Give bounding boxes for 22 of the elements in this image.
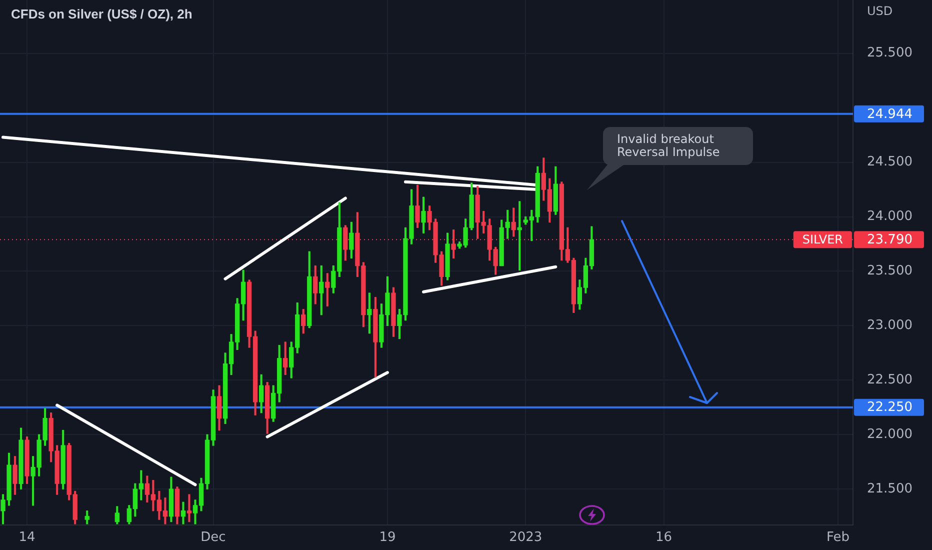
annotation: SILVER: [802, 232, 843, 246]
y-axis-title: USD: [867, 4, 893, 18]
y-tick-label: 23.000: [867, 318, 912, 334]
y-tick-label: 23.500: [867, 264, 912, 279]
candlestick: [186, 494, 192, 522]
x-tick-label: Dec: [200, 530, 226, 546]
x-tick-label: 16: [656, 530, 672, 546]
x-tick-label: 19: [379, 530, 396, 546]
ref-line-label: 24.944: [867, 106, 912, 122]
y-tick-label: 21.500: [867, 481, 912, 496]
x-tick-label: 14: [18, 530, 36, 546]
x-tick-label: 2023: [509, 530, 542, 546]
annotation: Invalid breakout Reversal Impulse: [617, 132, 720, 159]
y-tick-label: 22.000: [867, 426, 912, 442]
ref-line-label: 23.790: [867, 232, 912, 248]
y-tick-label: 25.500: [867, 46, 912, 61]
x-tick-label: Feb: [826, 530, 850, 546]
text: CFDs on Silver (US$ / OZ), 2h: [11, 6, 192, 22]
ref-line-label: 22.250: [867, 400, 912, 416]
y-tick-label: 24.500: [867, 154, 912, 170]
y-tick-label: 22.500: [867, 372, 912, 388]
y-tick-label: 24.000: [867, 209, 912, 224]
